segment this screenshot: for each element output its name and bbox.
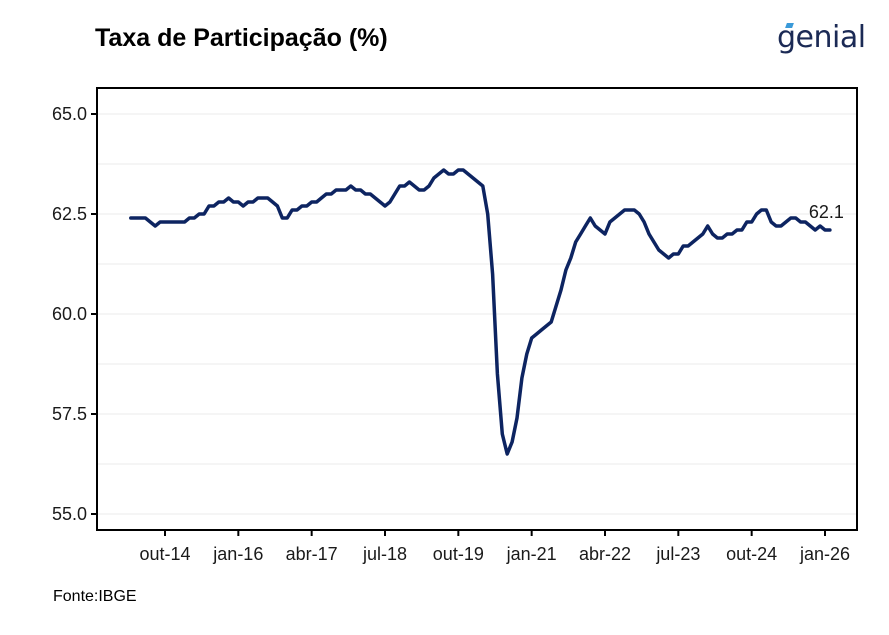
y-tick-label: 65.0 <box>52 104 87 124</box>
chart-title: Taxa de Participação (%) <box>95 24 388 52</box>
y-tick-label: 60.0 <box>52 304 87 324</box>
series-layer <box>129 168 832 456</box>
y-tick-label: 62.5 <box>52 204 87 224</box>
x-tick-label: jul-18 <box>362 544 407 564</box>
x-tick-label: jul-23 <box>655 544 700 564</box>
x-tick-label: jan-16 <box>212 544 263 564</box>
x-tick-label: out-14 <box>139 544 190 564</box>
plot-border <box>96 87 858 531</box>
x-tick-label: jan-26 <box>799 544 850 564</box>
y-tick-label: 57.5 <box>52 404 87 424</box>
grid-layer <box>97 113 857 515</box>
series-line <box>129 168 832 456</box>
x-tick-label: abr-17 <box>286 544 338 564</box>
y-tick-label: 55.0 <box>52 504 87 524</box>
x-tick-label: abr-22 <box>579 544 631 564</box>
label-layer: 62.1 <box>809 202 844 222</box>
x-tick-label: out-19 <box>433 544 484 564</box>
x-tick-label: out-24 <box>726 544 777 564</box>
axis-layer: 55.0 57.5 60.0 62.5 65.0 out-14 jan-16 abr-17 ju… <box>52 87 858 564</box>
source-note: Fonte:IBGE <box>53 588 137 605</box>
end-value-label: 62.1 <box>809 202 844 222</box>
x-tick-label: jan-21 <box>506 544 557 564</box>
